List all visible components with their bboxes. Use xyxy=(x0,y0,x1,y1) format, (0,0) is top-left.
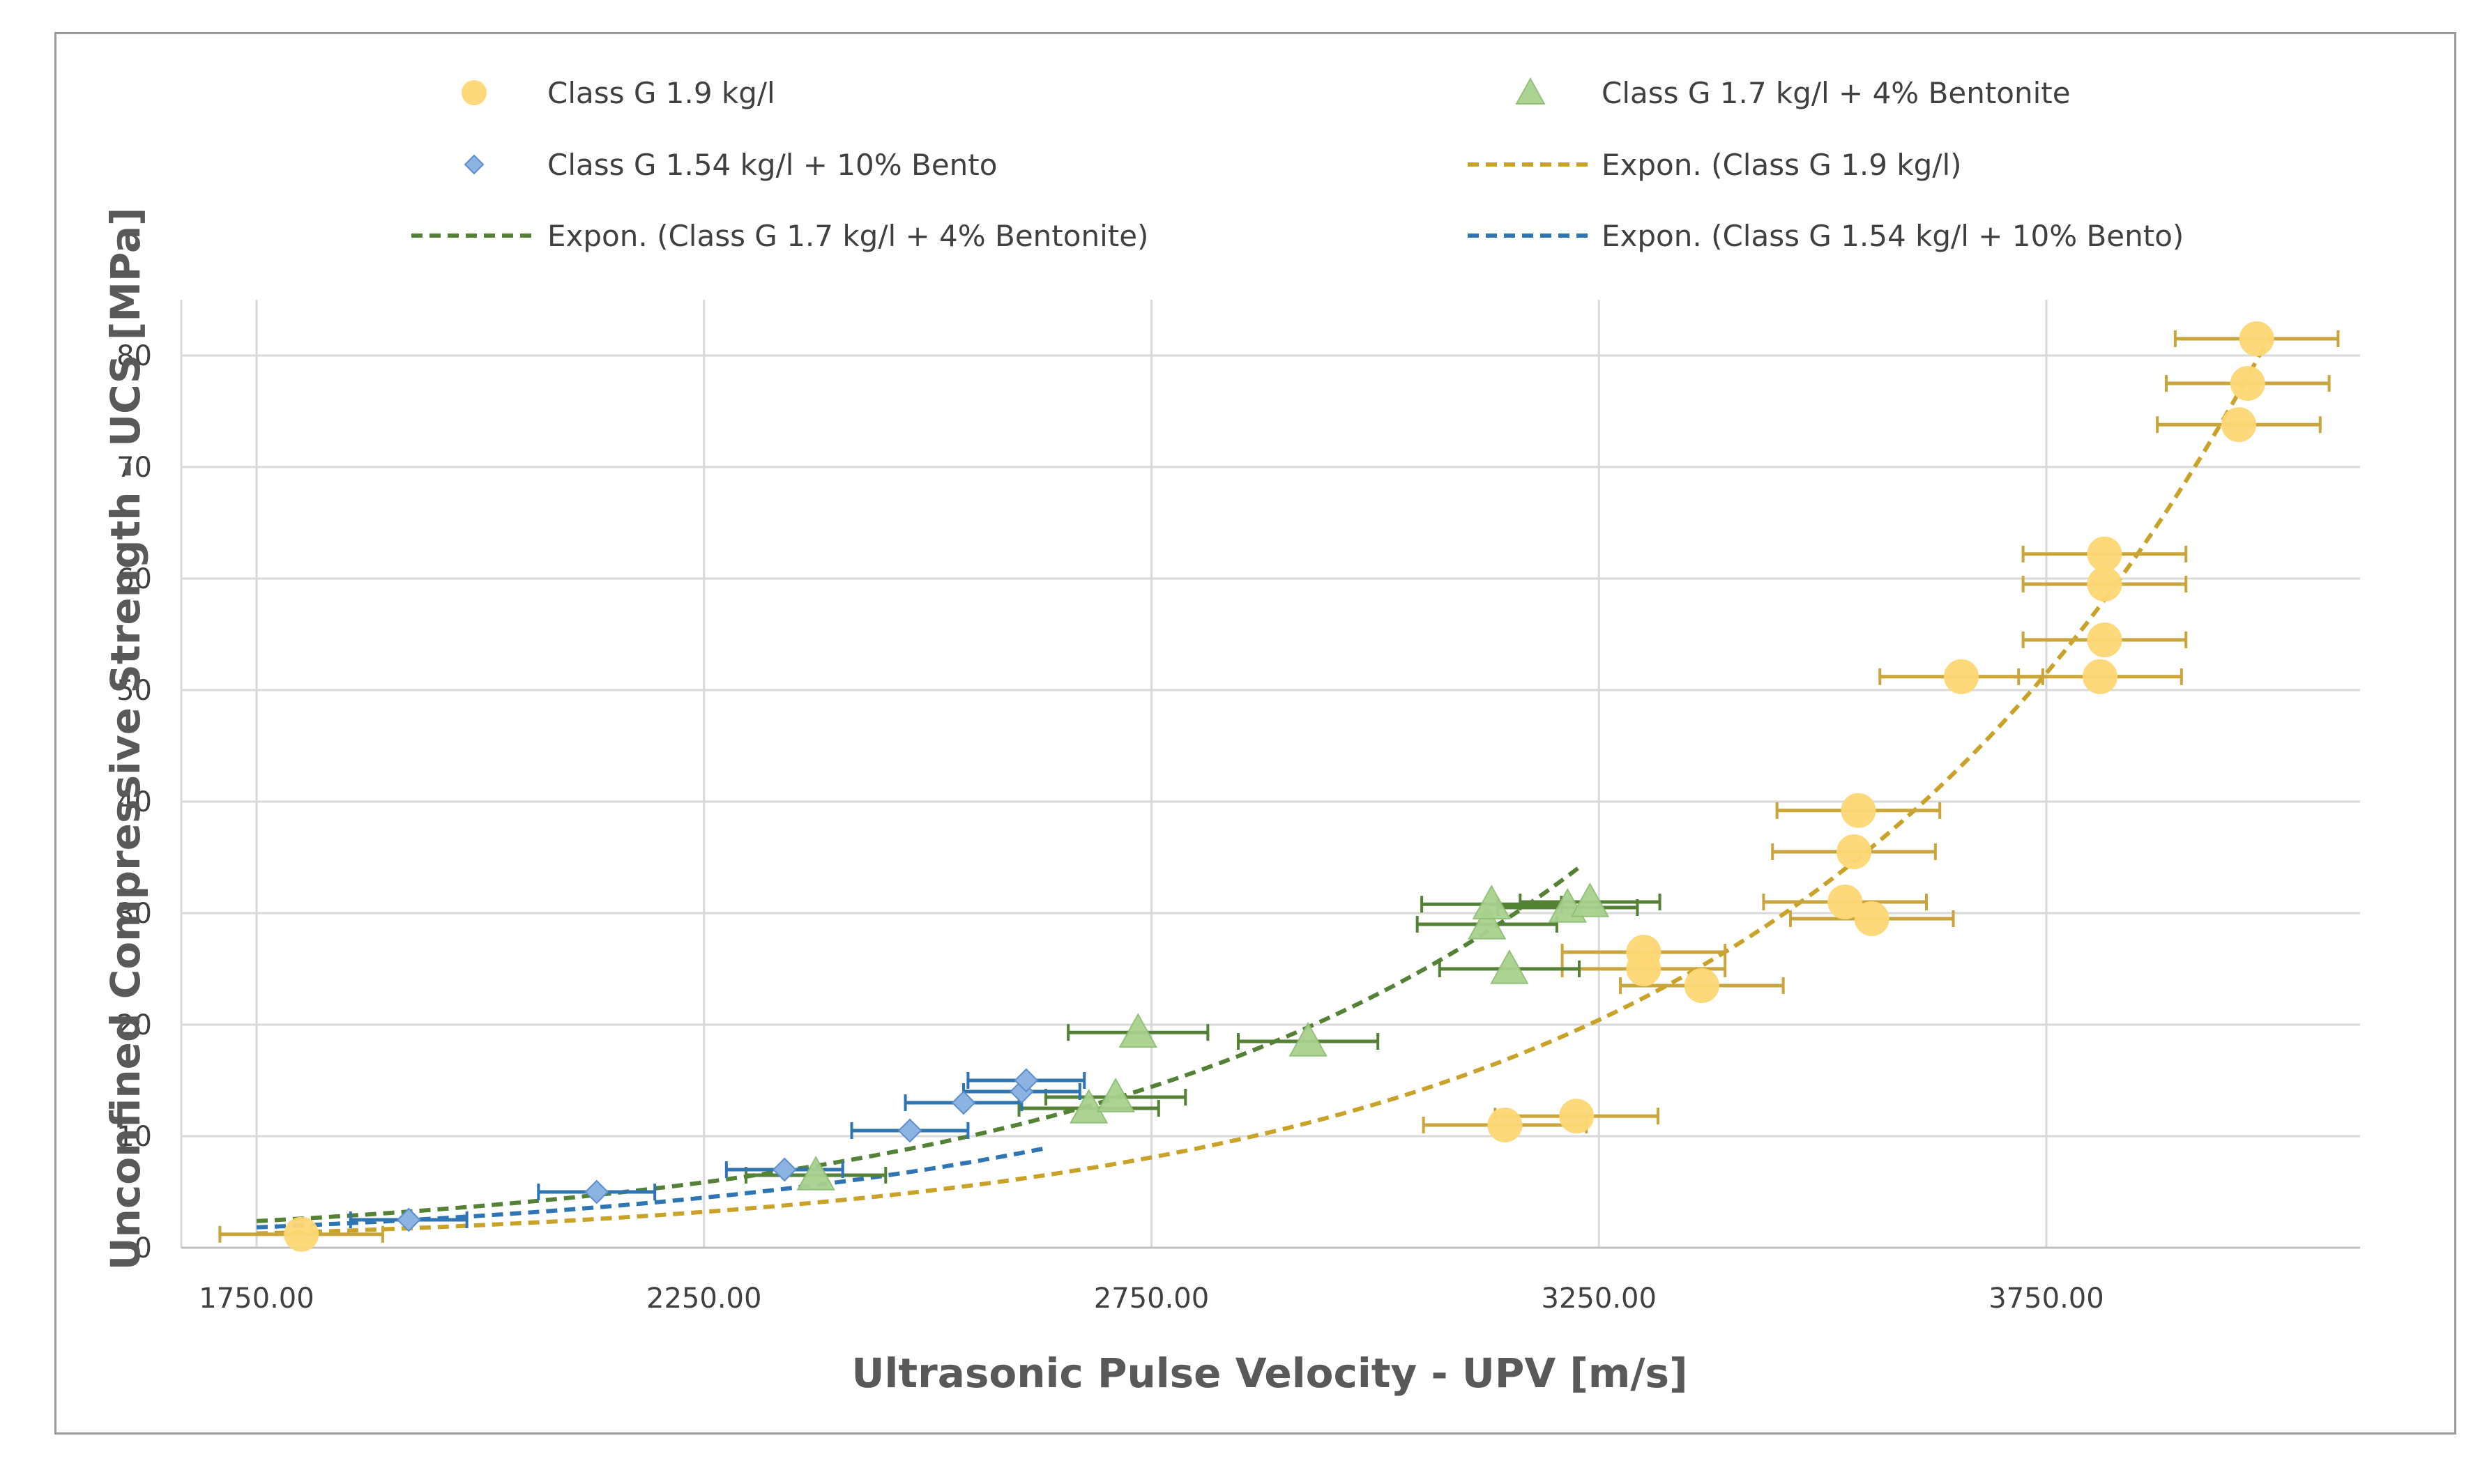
data-point xyxy=(1836,834,1872,869)
y-tick-label: 50 xyxy=(116,675,152,707)
y-tick-label: 30 xyxy=(116,898,152,930)
legend-label: Class G 1.54 kg/l + 10% Bento xyxy=(547,148,997,182)
data-point xyxy=(2087,536,2122,572)
data-point xyxy=(796,1155,835,1191)
legend-label: Class G 1.9 kg/l xyxy=(547,76,775,110)
data-point xyxy=(2230,366,2265,401)
trendlines xyxy=(256,334,2272,1236)
x-tick-label: 3750.00 xyxy=(1988,1283,2104,1315)
data-point xyxy=(1854,901,1889,936)
data-point xyxy=(1468,904,1507,940)
data-point xyxy=(2239,321,2274,356)
data-point xyxy=(1487,1108,1523,1142)
y-tick-label: 80 xyxy=(116,340,152,372)
trendline xyxy=(256,334,2272,1236)
grid xyxy=(180,300,2360,1249)
x-tick-label: 3250.00 xyxy=(1542,1283,1657,1315)
y-tick-label: 0 xyxy=(135,1232,152,1264)
data-point xyxy=(897,1118,922,1143)
data-point xyxy=(1626,951,1661,986)
chart-frame xyxy=(54,32,2456,1435)
data-point xyxy=(1472,885,1511,919)
data-point xyxy=(584,1179,609,1204)
legend-marker-diamond xyxy=(464,154,485,175)
data-point xyxy=(1014,1068,1039,1093)
data-point xyxy=(1841,793,1876,828)
legend-label: Class G 1.7 kg/l + 4% Bentonite xyxy=(1602,76,2071,110)
data-point xyxy=(1288,1021,1328,1057)
trendline xyxy=(256,864,1583,1223)
data-point xyxy=(2083,659,2118,694)
y-tick-label: 70 xyxy=(116,452,152,484)
y-tick-label: 60 xyxy=(116,563,152,595)
legend-label: Expon. (Class G 1.9 kg/l) xyxy=(1602,148,1962,182)
legend-marker-circle xyxy=(462,80,487,105)
data-point xyxy=(2221,407,2256,443)
x-tick-label: 2250.00 xyxy=(646,1283,761,1315)
legend-label: Expon. (Class G 1.54 kg/l + 10% Bento) xyxy=(1602,219,2184,253)
data-point xyxy=(396,1207,421,1232)
data-point xyxy=(1827,885,1863,919)
data-points xyxy=(284,321,2274,1252)
data-point xyxy=(1944,659,1979,694)
data-point xyxy=(284,1216,319,1252)
data-point xyxy=(2087,567,2122,602)
data-point xyxy=(1490,949,1529,984)
data-point xyxy=(1069,1088,1109,1124)
data-point xyxy=(1684,968,1719,1003)
x-tick-label: 1750.00 xyxy=(199,1283,314,1315)
legend-marker-triangle xyxy=(1515,77,1546,105)
data-point xyxy=(772,1157,797,1182)
data-point xyxy=(951,1090,976,1115)
data-point xyxy=(1570,882,1610,917)
legend-label: Expon. (Class G 1.7 kg/l + 4% Bentonite) xyxy=(547,219,1148,253)
x-tick-label: 2750.00 xyxy=(1094,1283,1209,1315)
data-point xyxy=(1559,1099,1595,1134)
y-tick-label: 10 xyxy=(116,1121,152,1153)
y-axis-title: Unconfined Compressive Strength - UCS [M… xyxy=(102,207,149,1270)
axis-ticks: 0 10 20 30 40 50 60 70 80 1750.00 2250.00 2750.00 32… xyxy=(116,340,2104,1315)
y-tick-label: 20 xyxy=(116,1009,152,1041)
y-tick-label: 40 xyxy=(116,786,152,818)
data-point xyxy=(1096,1077,1135,1112)
legend: Class G 1.9 kg/l Class G 1.7 kg/l + 4% Be… xyxy=(411,76,2184,253)
x-axis-title: Ultrasonic Pulse Velocity - UPV [m/s] xyxy=(851,1349,1687,1397)
data-point xyxy=(2087,622,2122,657)
data-point xyxy=(1118,1013,1157,1048)
